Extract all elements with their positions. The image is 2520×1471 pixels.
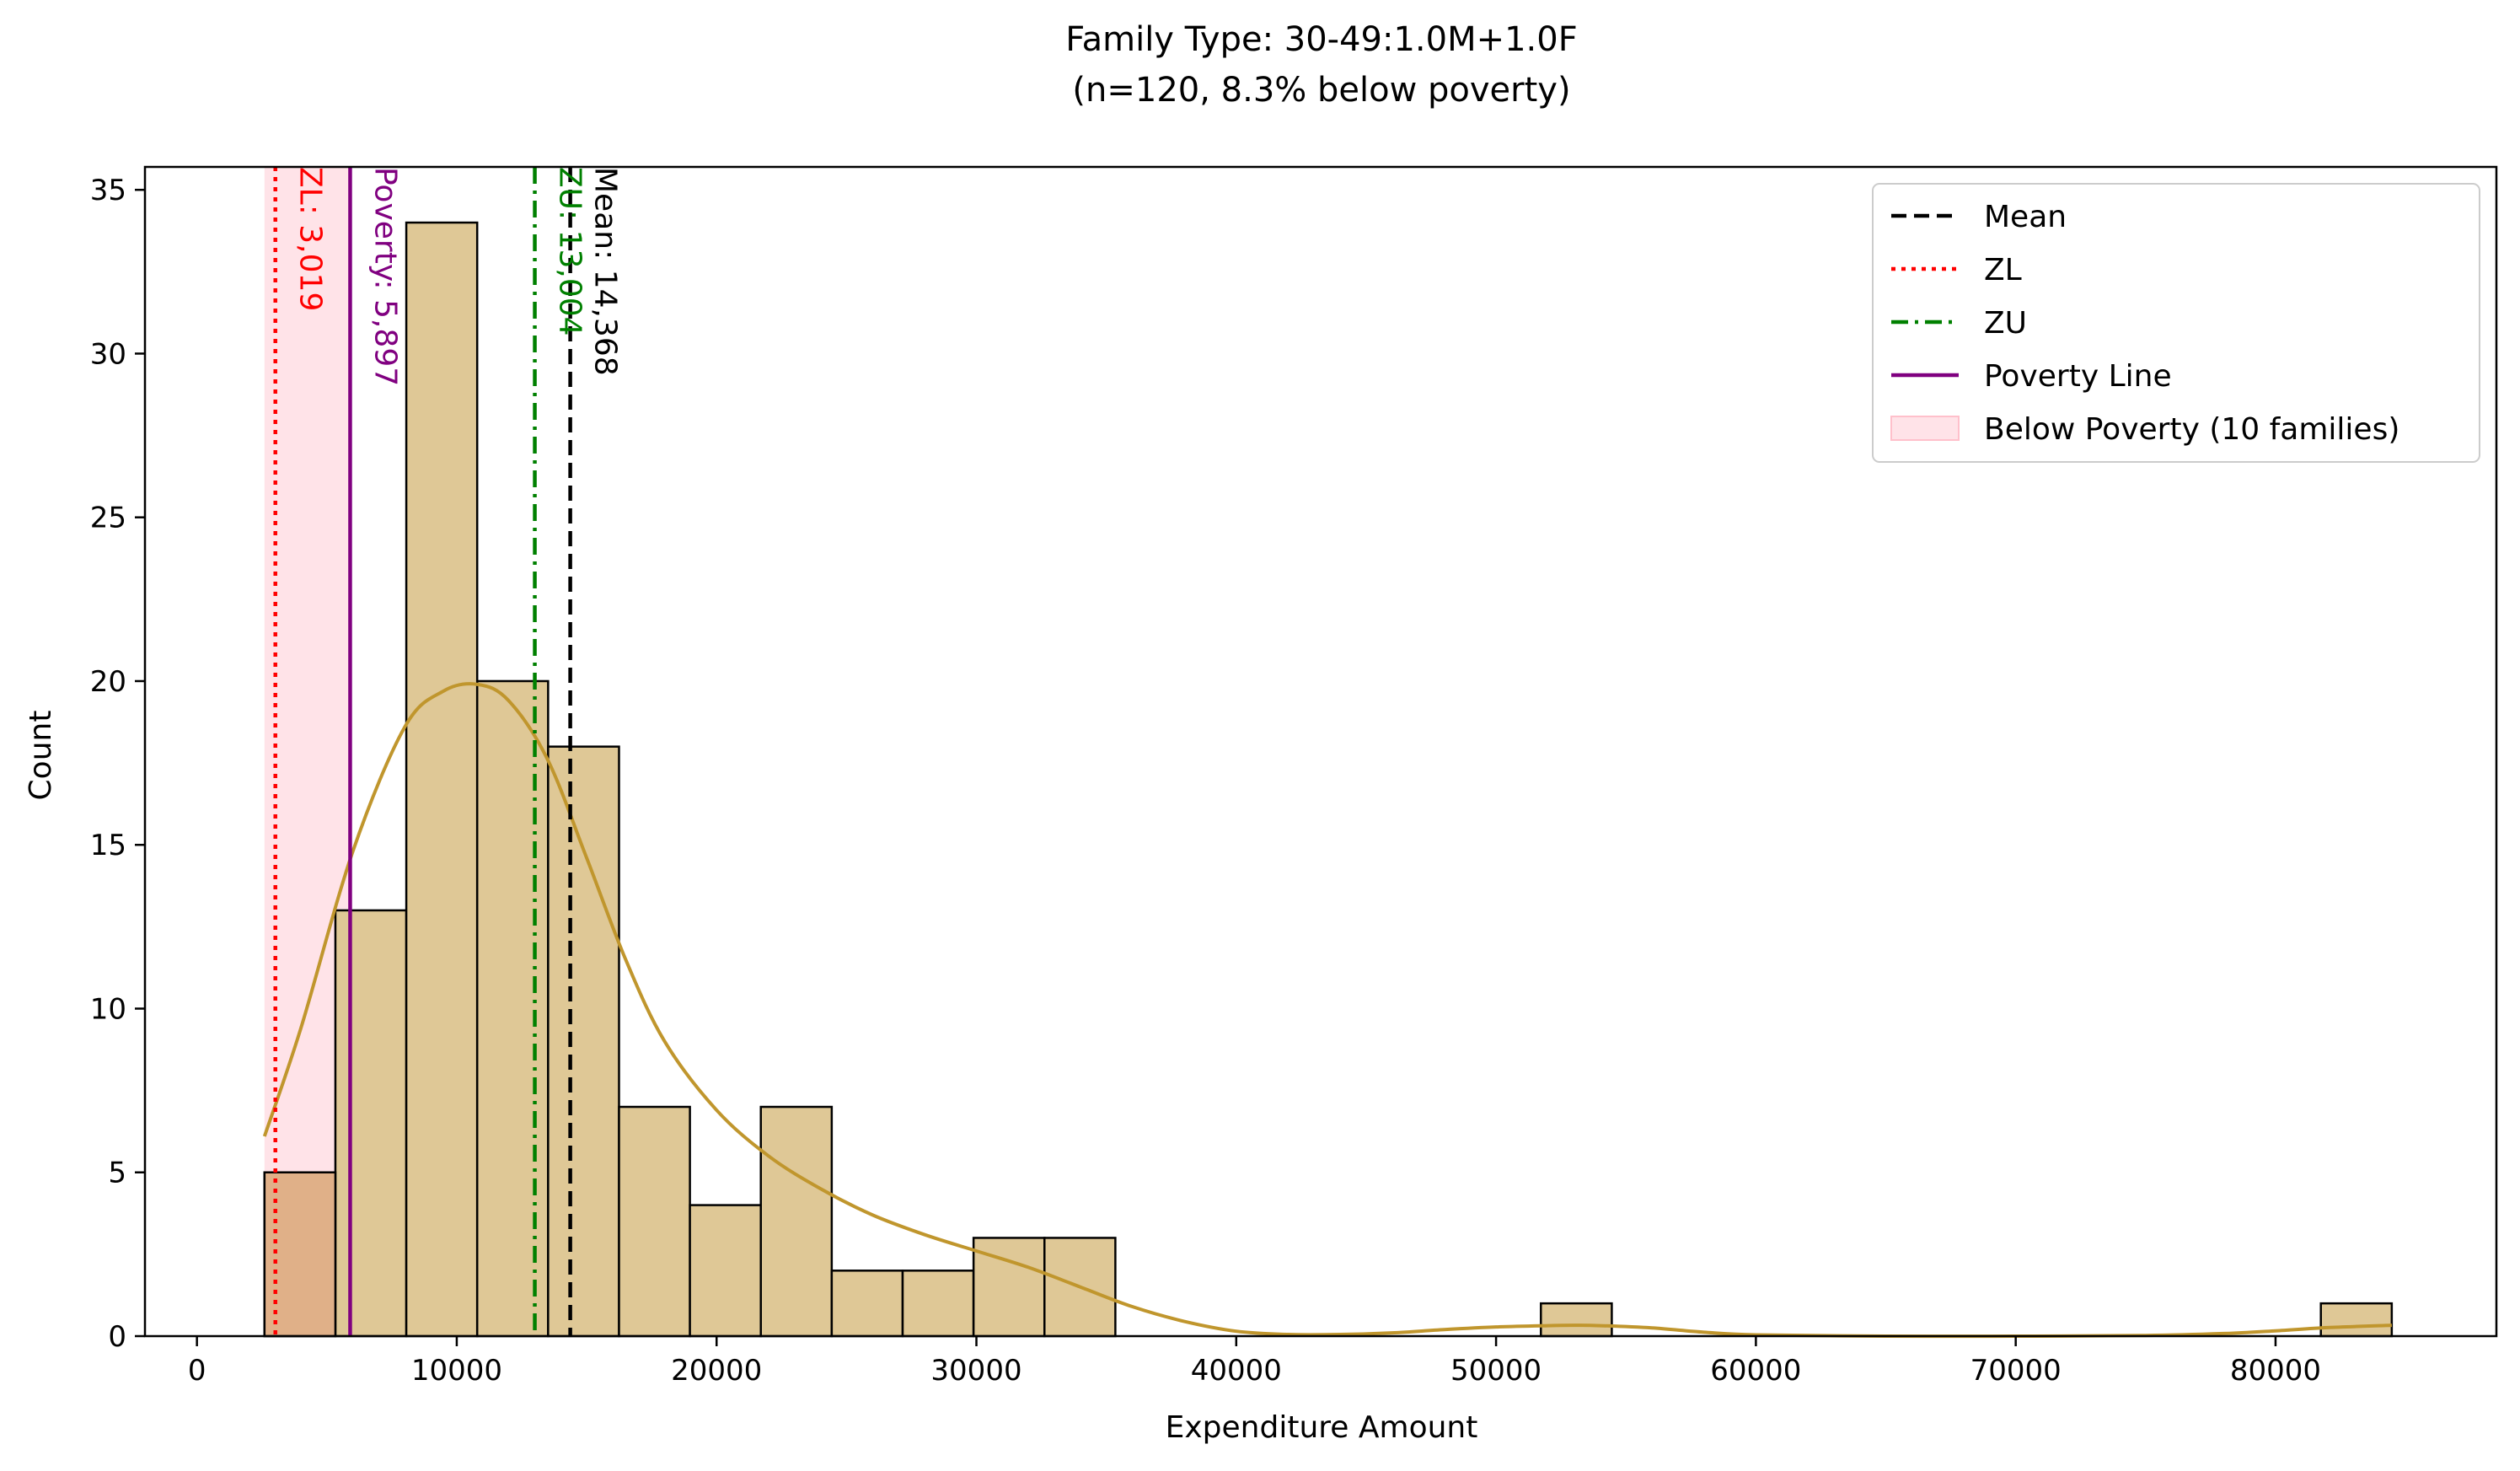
- x-tick-label: 30000: [930, 1354, 1021, 1388]
- x-tick-label: 10000: [411, 1354, 502, 1388]
- histogram-bar: [475, 679, 550, 1338]
- x-tick-label: 40000: [1191, 1354, 1282, 1388]
- x-tick-label: 20000: [671, 1354, 762, 1388]
- plot-border: [143, 165, 2498, 1338]
- x-tick-label: 70000: [1970, 1354, 2062, 1388]
- histogram-bar: [334, 909, 408, 1338]
- histogram-bar: [689, 1204, 762, 1338]
- x-tick-label: 50000: [1450, 1354, 1541, 1388]
- y-tick-label: 10: [90, 992, 126, 1026]
- histogram-bar: [618, 1105, 691, 1338]
- legend-label: Mean: [1984, 200, 2067, 234]
- y-tick-label: 35: [90, 174, 126, 207]
- reference-line-label: ZL: 3,019: [293, 167, 328, 311]
- legend-label: Below Poverty (10 families): [1984, 412, 2399, 447]
- histogram-bar: [1540, 1302, 1613, 1338]
- histogram-bar: [547, 745, 620, 1338]
- legend-label: ZL: [1984, 253, 2022, 287]
- x-tick-label: 60000: [1710, 1354, 1801, 1388]
- histogram-bar: [405, 221, 479, 1338]
- chart-subtitle: (n=120, 8.3% below poverty): [1072, 71, 1570, 110]
- histogram-bar: [901, 1270, 975, 1338]
- y-axis: 0 5 10 15 20 25 30 35: [90, 174, 145, 1354]
- histogram-bar: [830, 1270, 904, 1338]
- y-tick-label: 15: [90, 829, 126, 862]
- legend: Mean ZL ZU Poverty Line Below Poverty (10 fa…: [1872, 183, 2480, 463]
- y-axis-label: Count: [24, 711, 58, 801]
- histogram-bar: [759, 1105, 834, 1338]
- x-axis-label: Expenditure Amount: [1166, 1410, 1478, 1445]
- legend-label: ZU: [1984, 306, 2027, 341]
- y-tick-label: 5: [108, 1157, 126, 1190]
- y-tick-label: 20: [90, 665, 126, 699]
- x-tick-label: 80000: [2230, 1354, 2321, 1388]
- legend-box: [1872, 183, 2480, 463]
- x-tick-label: 0: [188, 1354, 206, 1388]
- plot-frame: [143, 165, 2498, 1338]
- reference-line-label: Mean: 14,368: [588, 167, 623, 376]
- legend-swatch: [1890, 416, 1960, 441]
- reference-line-label: ZU: 13,004: [553, 167, 587, 336]
- x-axis: 0 10000 20000 30000 40000 50000 60000 70000 8000…: [188, 1336, 2321, 1388]
- y-tick-label: 30: [90, 337, 126, 371]
- reference-lines: Mean: 14,368 ZL: 3,019 ZU: 13,004 Poverty: …: [273, 167, 623, 1336]
- histogram-bar: [2319, 1302, 2394, 1338]
- reference-line-label: Poverty: 5,897: [367, 167, 402, 386]
- y-tick-label: 25: [90, 502, 126, 535]
- chart-title: Family Type: 30-49:1.0M+1.0F: [1065, 20, 1577, 59]
- y-tick-label: 0: [108, 1320, 126, 1354]
- legend-label: Poverty Line: [1984, 359, 2172, 394]
